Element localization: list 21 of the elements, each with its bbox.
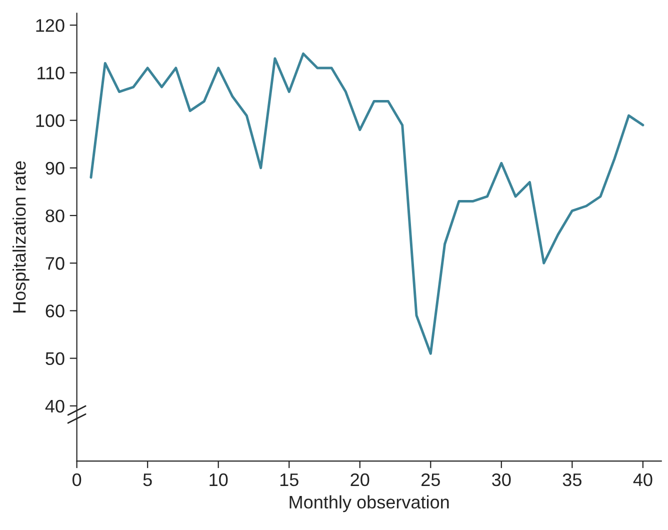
x-tick-label: 30 <box>492 473 511 486</box>
y-tick-label: 60 <box>46 304 64 318</box>
x-tick-label: 40 <box>633 473 652 486</box>
x-tick-label: 25 <box>422 473 440 486</box>
y-tick-label: 120 <box>36 19 64 32</box>
x-axis-title: Monthly observation <box>290 495 449 512</box>
y-tick-label: 80 <box>46 209 64 222</box>
y-axis-title: Hospitalization rate <box>12 161 30 312</box>
x-tick-label: 0 <box>72 473 82 486</box>
y-tick-label: 70 <box>46 257 64 270</box>
line-series <box>90 52 644 355</box>
x-tick-label: 5 <box>143 474 152 486</box>
y-tick-label: 50 <box>46 352 64 366</box>
x-tick-label: 20 <box>350 473 370 486</box>
y-tick-label: 100 <box>36 114 64 128</box>
y-tick-label: 110 <box>38 66 64 80</box>
x-tick-label: 15 <box>280 474 298 486</box>
x-tick-label: 35 <box>562 473 582 486</box>
y-tick-label: 90 <box>46 162 64 175</box>
y-tick-label: 40 <box>45 400 64 413</box>
x-tick-label: 10 <box>210 473 228 486</box>
